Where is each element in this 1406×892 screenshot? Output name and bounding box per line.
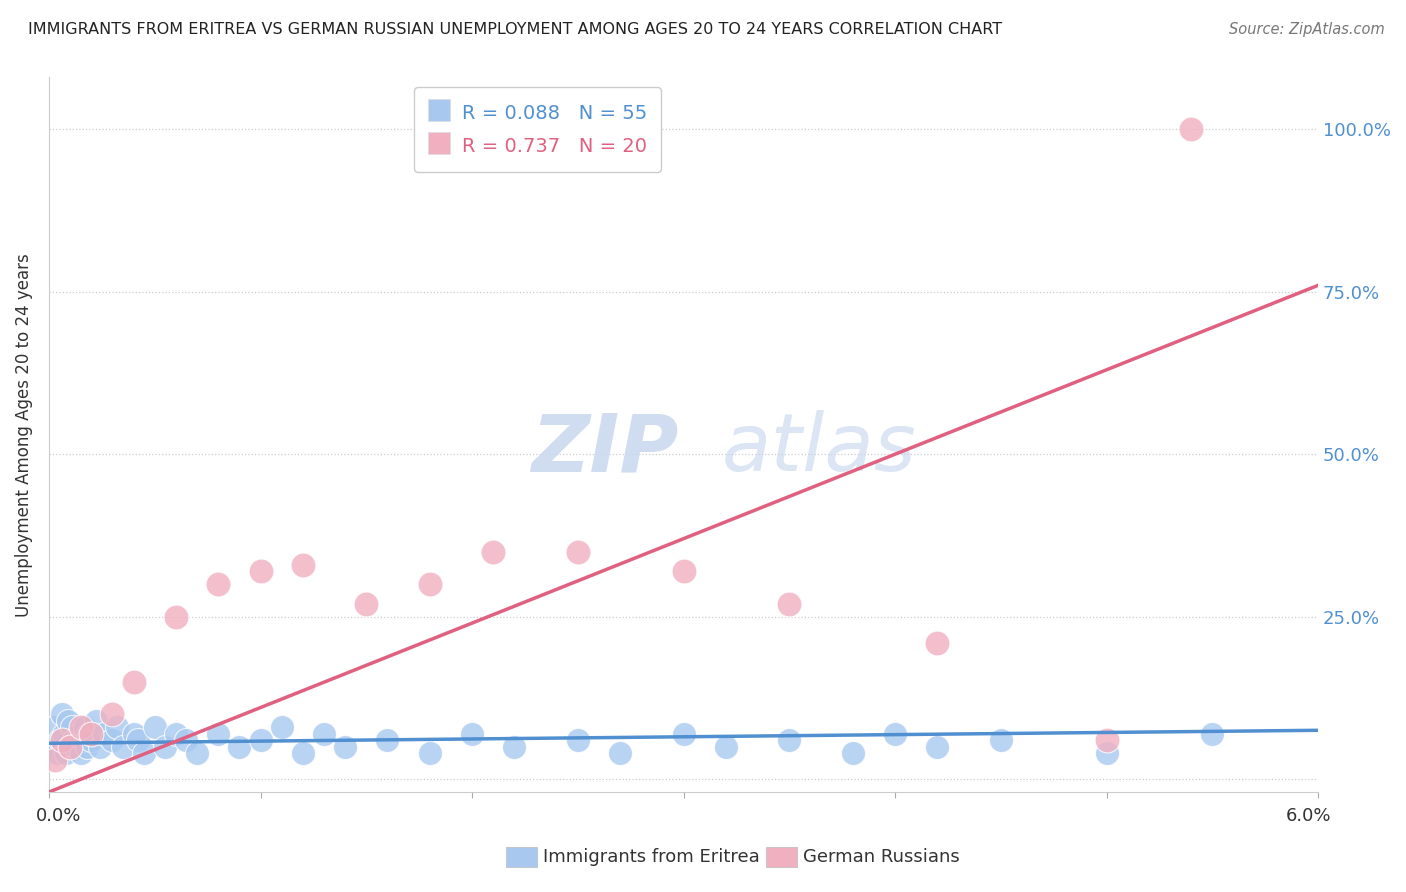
Point (672, 726, 695, 740)
Point (73, 720, 96, 734)
Point (72, 733, 94, 747)
Point (69, 746, 91, 760)
Point (1201, 726, 1223, 740)
Point (207, 577, 229, 591)
Point (55, 746, 77, 760)
Y-axis label: Unemployment Among Ages 20 to 24 years: Unemployment Among Ages 20 to 24 years (15, 252, 32, 616)
Point (377, 733, 399, 747)
Text: atlas: atlas (721, 410, 917, 488)
Point (51, 707, 73, 722)
Point (291, 558, 314, 572)
Point (176, 733, 198, 747)
Text: IMMIGRANTS FROM ERITREA VS GERMAN RUSSIAN UNEMPLOYMENT AMONG AGES 20 TO 24 YEARS: IMMIGRANTS FROM ERITREA VS GERMAN RUSSIA… (28, 22, 1002, 37)
Point (842, 746, 865, 760)
Text: ZIP: ZIP (531, 410, 679, 488)
Point (714, 739, 737, 754)
Point (80, 726, 103, 740)
Text: Immigrants from Eritrea: Immigrants from Eritrea (543, 848, 759, 866)
Text: Source: ZipAtlas.com: Source: ZipAtlas.com (1229, 22, 1385, 37)
Point (927, 635, 949, 649)
Point (927, 739, 949, 754)
Point (111, 739, 134, 754)
Point (672, 564, 695, 578)
Point (69, 720, 91, 734)
Point (143, 720, 166, 734)
Point (56, 714, 79, 728)
Point (155, 739, 177, 754)
Text: German Russians: German Russians (803, 848, 959, 866)
Point (503, 739, 526, 754)
Point (67, 726, 90, 740)
Point (93, 726, 115, 740)
Point (42, 739, 65, 754)
Point (76, 739, 98, 754)
Point (127, 733, 149, 747)
Point (419, 746, 441, 760)
Point (63, 733, 86, 747)
Point (44, 720, 66, 734)
Point (65, 739, 87, 754)
Point (165, 726, 187, 740)
Point (77, 726, 100, 740)
Point (101, 707, 124, 722)
Point (778, 597, 800, 611)
Point (186, 746, 208, 760)
Point (778, 733, 800, 747)
Point (59, 739, 82, 754)
Point (482, 544, 505, 558)
Point (80, 733, 103, 747)
Point (249, 564, 271, 578)
Point (48, 733, 70, 747)
Point (990, 733, 1012, 747)
Point (249, 733, 271, 747)
Point (207, 726, 229, 740)
Point (51, 733, 73, 747)
Point (270, 720, 292, 734)
Point (122, 726, 145, 740)
Point (60, 720, 83, 734)
Point (122, 674, 145, 689)
Point (461, 726, 484, 740)
Point (884, 726, 907, 740)
Point (419, 577, 441, 591)
Point (105, 720, 128, 734)
Point (356, 597, 378, 611)
Legend: R = 0.088   N = 55, R = 0.737   N = 20: R = 0.088 N = 55, R = 0.737 N = 20 (413, 87, 661, 171)
Point (84, 714, 107, 728)
Point (1180, 122, 1202, 136)
Point (59, 739, 82, 754)
Text: 0.0%: 0.0% (37, 806, 82, 824)
Text: 6.0%: 6.0% (1285, 806, 1331, 824)
Point (567, 544, 589, 558)
Point (228, 739, 250, 754)
Point (567, 733, 589, 747)
Point (165, 609, 187, 624)
Point (333, 739, 356, 754)
Point (291, 746, 314, 760)
Point (609, 746, 631, 760)
Point (44, 752, 66, 766)
Point (1095, 733, 1118, 747)
Point (52, 726, 75, 740)
Point (134, 746, 156, 760)
Point (89, 739, 111, 754)
Point (46, 746, 69, 760)
Point (101, 733, 124, 747)
Point (1095, 746, 1118, 760)
Point (312, 726, 335, 740)
